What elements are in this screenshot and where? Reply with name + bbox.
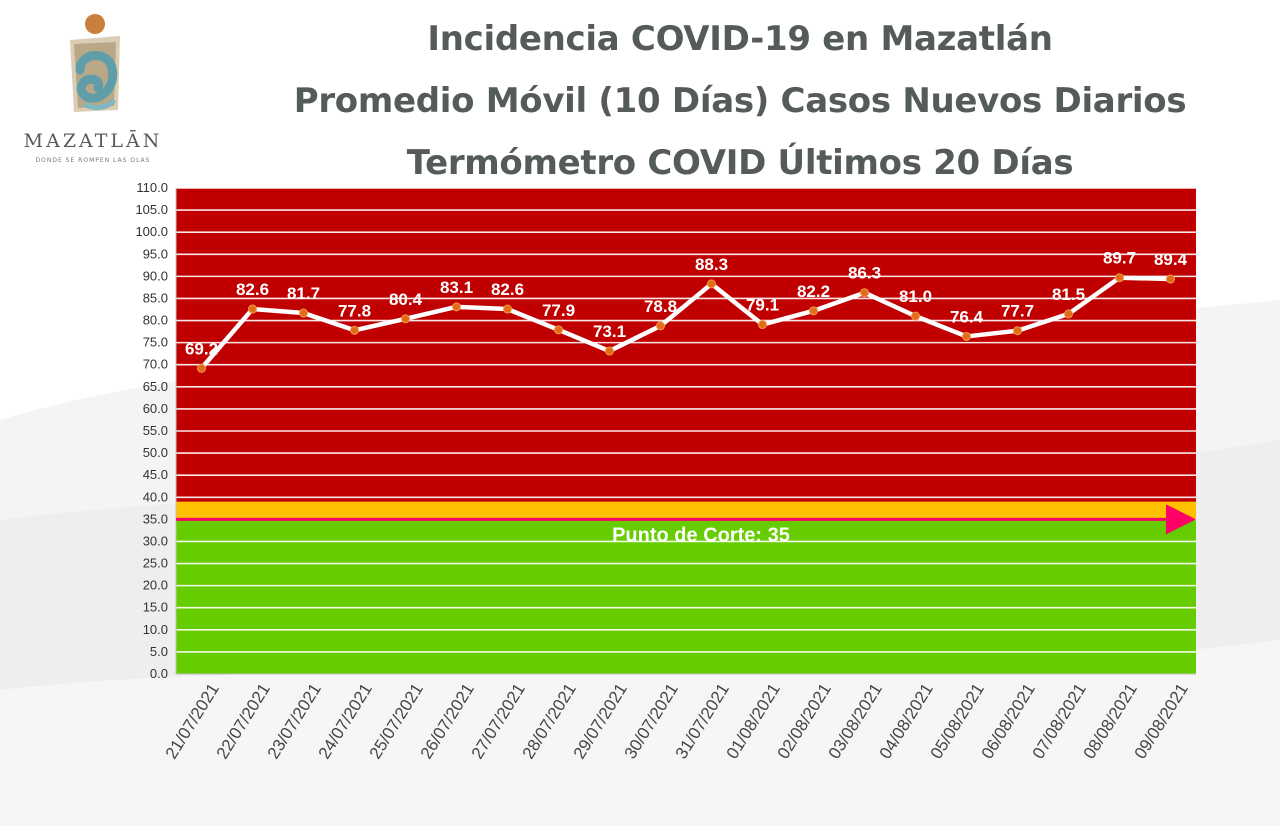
data-label: 81.7 [287,284,320,303]
cutoff-label: Punto de Corte: 35 [612,524,790,546]
logo-tagline: DONDE SE ROMPEN LAS OLAS [35,157,151,164]
data-point [1115,273,1124,283]
data-label: 82.2 [797,282,830,301]
data-point [1166,274,1175,284]
logo-wordmark: MAZATLĀN [23,130,163,152]
y-tick-label: 60.0 [143,401,168,416]
data-label: 73.1 [593,322,626,341]
y-tick-label: 70.0 [143,357,168,372]
data-point [350,325,359,335]
data-label: 80.4 [389,290,423,309]
data-point [911,311,920,321]
data-point [860,288,869,298]
y-tick-label: 95.0 [143,246,168,261]
data-label: 81.0 [899,287,932,306]
data-label: 78.8 [644,297,677,316]
data-label: 89.7 [1103,249,1136,268]
title-line-3: Termómetro COVID Últimos 20 Días [406,143,1074,183]
data-point [503,304,512,314]
data-point [758,320,767,330]
data-label: 83.1 [440,278,473,297]
y-tick-label: 85.0 [143,290,168,305]
data-point [197,363,206,373]
data-label: 86.3 [848,264,881,283]
series-rolling-average: 69.2 82.6 81.7 77.8 80.4 83.1 82.6 77.9 73.1 78.8… [185,249,1188,373]
x-axis: 21/07/202122/07/202123/07/202124/07/2021… [162,680,1192,762]
data-point [299,308,308,318]
data-point [248,304,257,314]
zone-band-1 [176,501,1196,520]
y-tick-label: 65.0 [143,379,168,394]
data-label: 76.4 [950,307,984,326]
data-label: 81.5 [1052,285,1085,304]
zone-band-0 [176,519,1196,674]
data-label: 77.9 [542,301,575,320]
chart-titles: Incidencia COVID-19 en Mazatlán Promedio… [230,8,1250,194]
y-tick-label: 100.0 [135,224,168,239]
title-line-1: Incidencia COVID-19 en Mazatlán [427,19,1053,59]
gridlines [176,187,1196,653]
y-tick-label: 80.0 [143,313,168,328]
data-label: 77.7 [1001,302,1034,321]
y-tick-label: 90.0 [143,268,168,283]
y-tick-label: 30.0 [143,533,168,548]
data-point [554,325,563,335]
y-tick-label: 35.0 [143,511,168,526]
data-point [1064,309,1073,319]
y-tick-label: 45.0 [143,467,168,482]
y-axis: 0.0 5.0 10.0 15.0 20.0 25.0 30.0 35.0 40.0 45.0 50… [135,180,1196,681]
data-label: 82.6 [236,280,269,299]
data-label: 69.2 [185,339,218,358]
y-tick-label: 15.0 [143,600,168,615]
y-tick-label: 75.0 [143,335,168,350]
data-label: 79.1 [746,296,779,315]
data-point [962,331,971,341]
y-tick-label: 40.0 [143,489,168,504]
y-tick-label: 50.0 [143,445,168,460]
data-point [452,302,461,312]
title-line-2: Promedio Móvil (10 Días) Casos Nuevos Di… [293,81,1187,121]
data-label: 82.6 [491,280,524,299]
zone-bands [176,188,1196,674]
data-label: 88.3 [695,255,728,274]
y-tick-label: 110.0 [136,180,168,195]
data-point [1013,326,1022,336]
y-tick-label: 10.0 [143,622,168,637]
zone-band-2 [176,188,1196,502]
y-tick-label: 25.0 [143,556,168,571]
cutoff-marker: Punto de Corte: 35 [176,504,1196,546]
y-tick-label: 20.0 [143,578,168,593]
mazatlan-logo: MAZATLĀN DONDE SE ROMPEN LAS OLAS [8,12,178,172]
data-point [656,321,665,331]
y-tick-label: 0.0 [150,666,168,681]
y-tick-label: 5.0 [150,644,168,659]
wave-emblem-icon [70,14,120,112]
data-label: 89.4 [1154,250,1188,269]
data-point [707,279,716,289]
data-point [605,346,614,356]
y-tick-label: 105.0 [135,202,168,217]
y-tick-label: 55.0 [143,423,168,438]
data-point [401,314,410,324]
x-tick-label: 09/08/2021 [1131,680,1192,762]
data-point [809,306,818,316]
data-label: 77.8 [338,301,371,320]
series-line [199,275,1171,370]
